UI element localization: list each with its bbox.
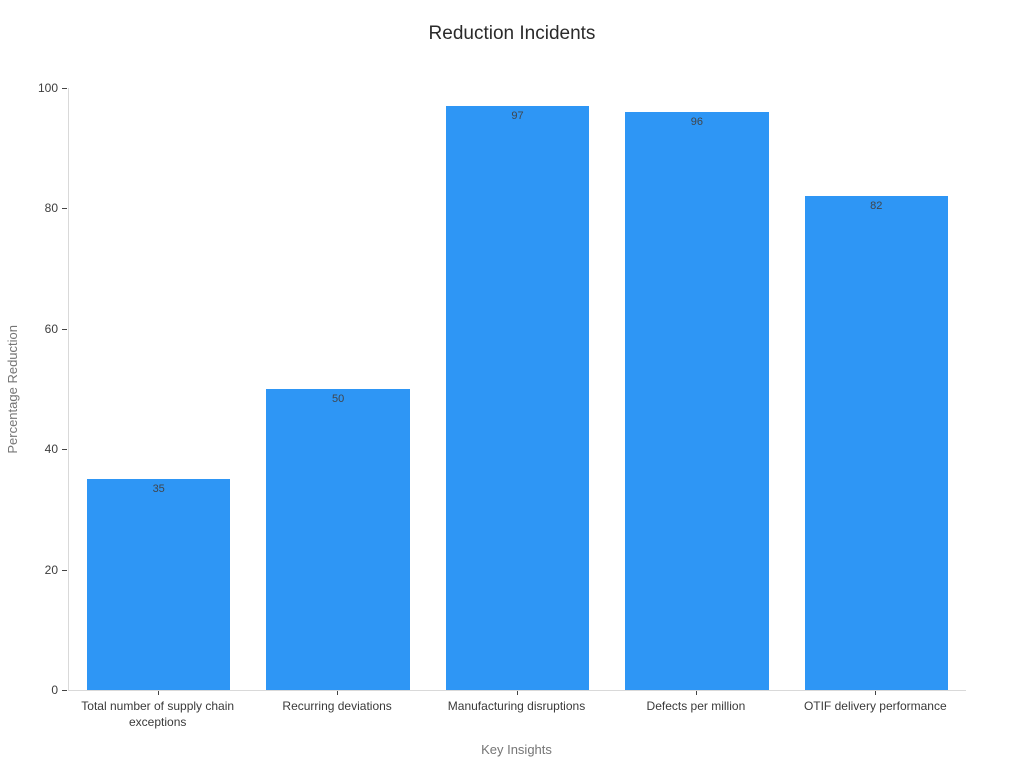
x-tick-label: OTIF delivery performance xyxy=(803,699,947,713)
x-tick-mark xyxy=(695,691,697,695)
y-tick-mark xyxy=(62,328,67,330)
bar: 50 xyxy=(266,389,410,690)
y-tick-label: 100 xyxy=(37,81,58,95)
y-tick-label: 40 xyxy=(44,442,58,457)
chart-title: Reduction Incidents xyxy=(428,23,596,44)
bar: 96 xyxy=(625,112,769,690)
x-tick-label: Manufacturing disruptions xyxy=(447,699,586,713)
bar-value-label: 96 xyxy=(690,116,703,129)
y-tick-label: 0 xyxy=(51,683,58,697)
y-tick-label: 60 xyxy=(44,321,58,336)
bar: 97 xyxy=(445,106,590,690)
y-tick-mark xyxy=(62,690,67,691)
y-tick-mark xyxy=(62,208,67,210)
y-tick-label: 20 xyxy=(44,562,58,577)
bar: 35 xyxy=(86,479,231,690)
x-tick-mark xyxy=(875,691,877,695)
plot-area: 35 50 97 96 82 xyxy=(68,88,966,691)
bar-value-label: 97 xyxy=(511,110,524,123)
x-tick-mark xyxy=(157,691,159,695)
y-tick-mark xyxy=(62,569,67,571)
y-tick-label: 80 xyxy=(44,201,58,216)
x-tick-label: Recurring deviations xyxy=(282,699,392,713)
x-tick-label: Defects per million xyxy=(646,699,746,713)
y-axis-title-box: Percentage Reduction xyxy=(2,88,22,690)
bar-value-label: 50 xyxy=(331,393,345,405)
x-axis-title: Key Insights xyxy=(481,742,552,757)
bar-value-label: 82 xyxy=(870,200,883,213)
x-tick-label: Total number of supply chain exceptions xyxy=(81,699,235,729)
x-tick-mark xyxy=(337,691,339,695)
x-tick-mark xyxy=(516,691,518,695)
y-tick-mark xyxy=(62,449,67,451)
bar: 82 xyxy=(804,196,949,690)
y-axis-title: Percentage Reduction xyxy=(4,324,20,454)
bar-value-label: 35 xyxy=(152,483,165,496)
y-tick-mark xyxy=(62,88,67,89)
